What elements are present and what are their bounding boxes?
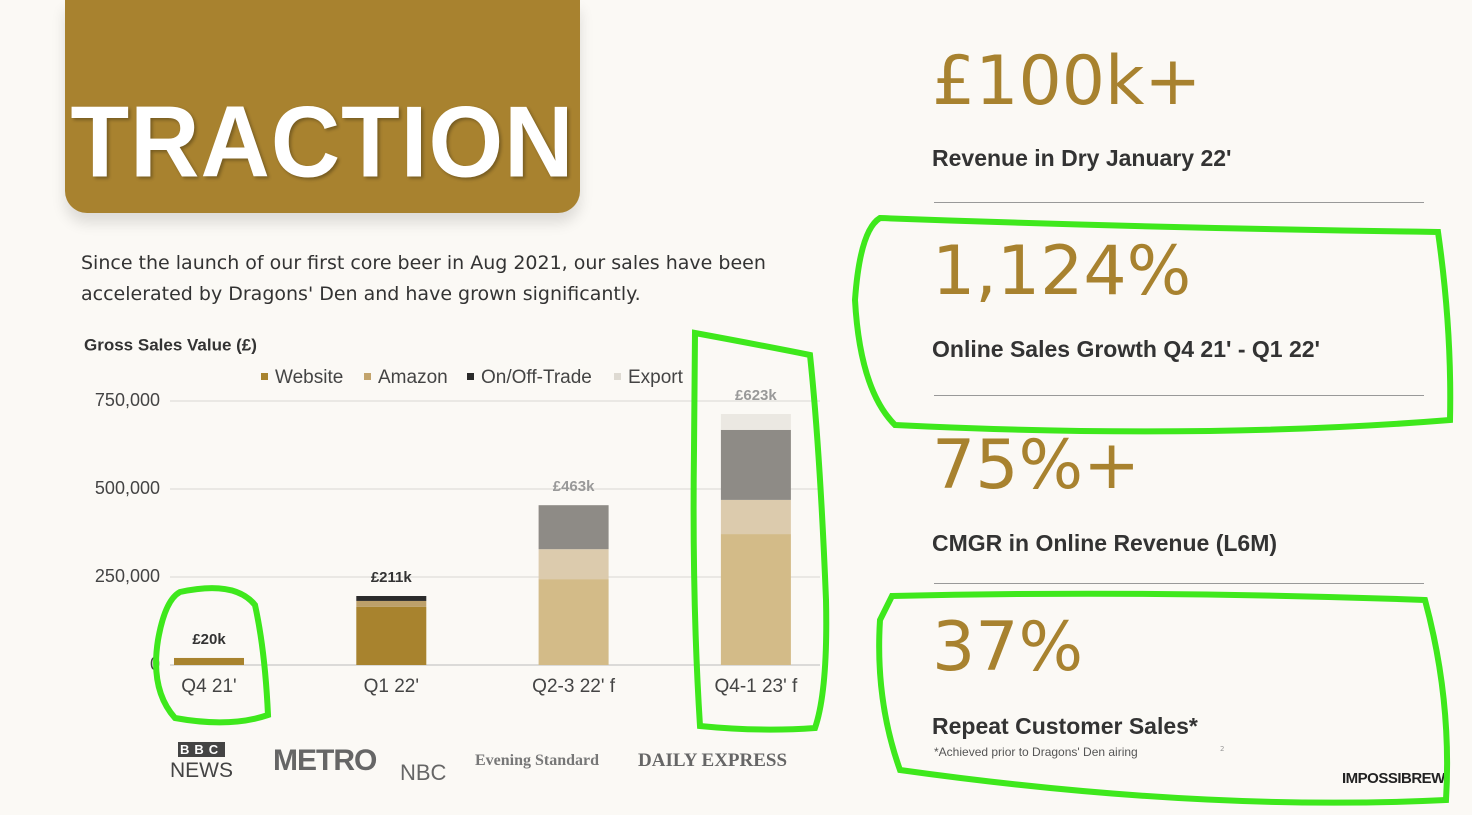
legend-label: Amazon — [378, 367, 448, 388]
y-tick-label: 750,000 — [95, 390, 160, 410]
stat-label: Revenue in Dry January 22' — [932, 145, 1232, 171]
stat-label: CMGR in Online Revenue (L6M) — [932, 530, 1278, 556]
press-logo: NEWS — [170, 759, 233, 782]
bar-segment — [356, 600, 427, 607]
total-label: £623k — [735, 387, 777, 404]
x-tick-label: Q2-3 22' f — [532, 676, 616, 697]
highlight-annotations — [153, 214, 1454, 806]
bar-segment — [720, 534, 791, 665]
total-label: £463k — [553, 478, 595, 495]
y-tick-label: 500,000 — [95, 478, 160, 498]
x-tick-label: Q4-1 23' f — [714, 676, 798, 697]
divider — [934, 202, 1424, 203]
brand: IMPOSSIBREW — [1342, 770, 1445, 787]
divider — [934, 583, 1424, 584]
legend-swatch — [467, 373, 474, 380]
bar-segment — [356, 596, 427, 601]
press-logo: NBC — [400, 760, 447, 785]
bar-segment — [720, 414, 791, 430]
stat-label: Repeat Customer Sales* — [932, 713, 1198, 739]
page-number: 2 — [1220, 745, 1225, 753]
legend-label: On/Off-Trade — [481, 367, 592, 388]
legend-swatch — [364, 373, 371, 380]
stat-note: *Achieved prior to Dragons' Den airing — [934, 745, 1138, 759]
bar-segment — [720, 429, 791, 500]
y-tick-label: 250,000 — [95, 566, 160, 586]
total-label: £20k — [192, 631, 226, 648]
legend-swatch — [261, 373, 268, 380]
press-logo: DAILY EXPRESS — [638, 750, 788, 771]
bar-segment — [538, 549, 609, 580]
x-tick-label: Q1 22' — [364, 676, 419, 697]
legend-swatch — [614, 373, 621, 380]
stat-value: 37% — [932, 608, 1084, 687]
stat-value: 1,124% — [932, 232, 1192, 311]
bar-segment — [538, 505, 609, 550]
title-box: TRACTION — [65, 0, 580, 213]
press-logo: METRO — [273, 744, 377, 777]
bar-segment — [356, 606, 427, 665]
chart-title: Gross Sales Value (£) — [84, 335, 257, 354]
intro: Since the launch of our first core beer … — [81, 252, 766, 305]
stat-label: Online Sales Growth Q4 21' - Q1 22' — [932, 336, 1321, 362]
legend-label: Website — [275, 367, 343, 388]
stat-value: 75%+ — [932, 426, 1141, 505]
bar-segment — [174, 657, 244, 665]
title: TRACTION — [70, 86, 575, 199]
total-label: £211k — [371, 569, 413, 586]
bar-segment — [538, 579, 609, 665]
press-logo: BBC — [178, 742, 226, 757]
bar-segment — [720, 499, 791, 535]
stat-value: £100k+ — [932, 42, 1202, 121]
legend-label: Export — [628, 367, 684, 388]
press-logo: Evening Standard — [475, 752, 600, 769]
divider — [934, 395, 1424, 396]
x-tick-label: Q4 21' — [181, 676, 236, 697]
